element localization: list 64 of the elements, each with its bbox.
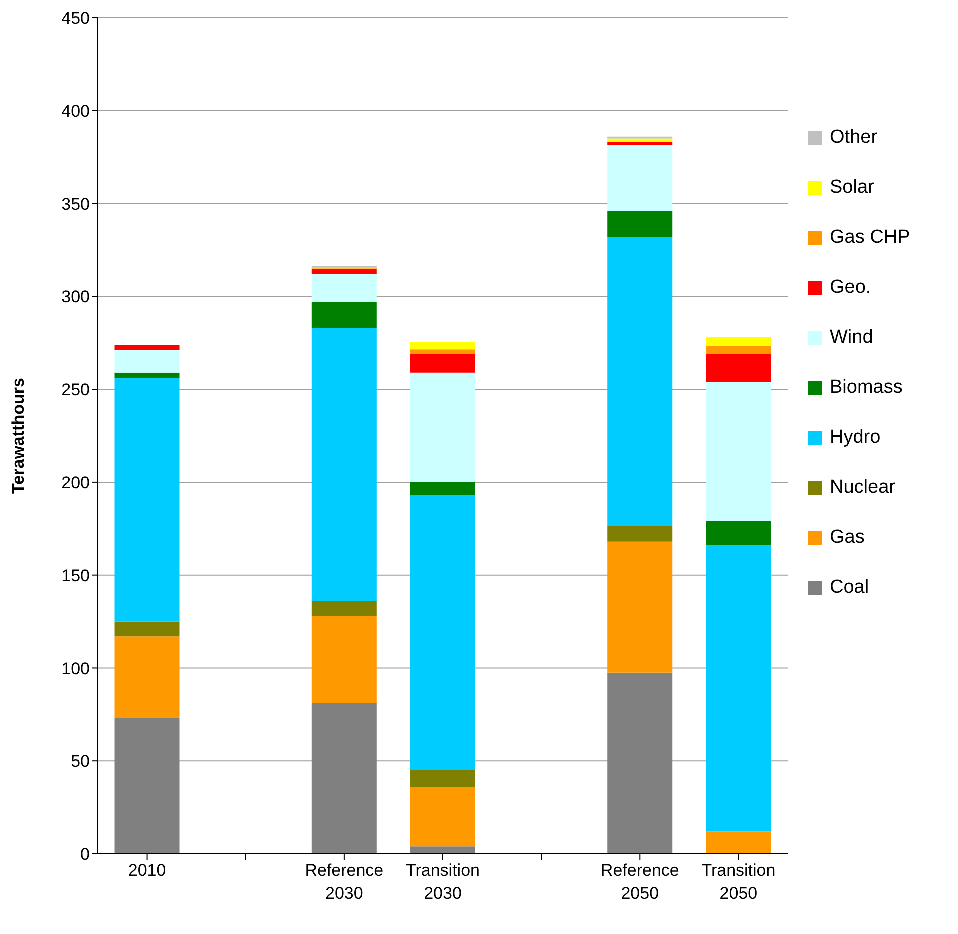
- bar: [706, 354, 772, 382]
- x-tick-label: Reference 2030: [305, 861, 384, 903]
- y-tick-label: 450: [62, 9, 90, 28]
- bar: [608, 526, 673, 542]
- bar: [312, 302, 377, 328]
- legend-label: Geo.: [830, 277, 872, 299]
- bar: [114, 350, 180, 373]
- bar: [410, 354, 476, 373]
- bar: [608, 237, 673, 526]
- bar: [410, 787, 476, 847]
- bar: [706, 338, 772, 346]
- bar: [608, 145, 673, 212]
- bar: [410, 350, 476, 354]
- bar: [706, 521, 772, 546]
- bar: [114, 372, 180, 378]
- y-tick-label: 200: [62, 473, 90, 492]
- bar: [410, 372, 476, 482]
- bar: [706, 832, 772, 854]
- x-tick-label: Reference 2050: [600, 861, 680, 903]
- bar: [410, 482, 476, 496]
- legend-label: Hydro: [830, 427, 881, 449]
- bar: [312, 328, 377, 602]
- bar: [114, 718, 180, 854]
- bar: [608, 138, 673, 142]
- bar: [312, 704, 377, 854]
- bar: [312, 616, 377, 704]
- bar: [312, 601, 377, 616]
- bar: [410, 770, 476, 788]
- bar: [608, 672, 673, 854]
- bar: [410, 342, 476, 350]
- y-tick-label: 250: [62, 380, 90, 400]
- x-tick-label: Transition 2030: [406, 861, 480, 903]
- legend-label: Wind: [830, 327, 874, 349]
- legend-label: Nuclear: [830, 477, 896, 499]
- y-tick-label: 50: [71, 752, 90, 772]
- y-tick-label: 100: [62, 659, 90, 678]
- x-tick-label: 2010: [128, 861, 166, 880]
- legend-label: Gas CHP: [830, 227, 910, 249]
- bar: [114, 622, 180, 637]
- y-tick-label: 0: [80, 845, 90, 864]
- bar: [114, 378, 180, 622]
- bar: [608, 211, 673, 238]
- bar: [706, 346, 772, 354]
- bar: [410, 846, 476, 854]
- y-tick-label: 150: [62, 566, 90, 586]
- bar: [706, 382, 772, 522]
- bar: [410, 495, 476, 770]
- x-tick-label: Transition 2050: [702, 861, 776, 903]
- bar: [706, 546, 772, 832]
- bar: [608, 142, 673, 146]
- legend-label: Solar: [830, 177, 874, 199]
- bar: [312, 274, 377, 302]
- bar: [114, 636, 180, 718]
- legend-label: Other: [830, 127, 878, 149]
- bar: [114, 344, 180, 351]
- bar: [312, 268, 377, 274]
- y-tick-label: 400: [62, 102, 90, 121]
- legend-label: Coal: [830, 577, 870, 599]
- legend-label: Gas: [830, 527, 865, 549]
- y-tick-label: 300: [62, 288, 90, 307]
- y-axis-title: Terawatthours: [9, 378, 28, 494]
- bar: [608, 542, 673, 673]
- y-tick-label: 350: [62, 194, 90, 214]
- legend-label: Biomass: [830, 377, 903, 399]
